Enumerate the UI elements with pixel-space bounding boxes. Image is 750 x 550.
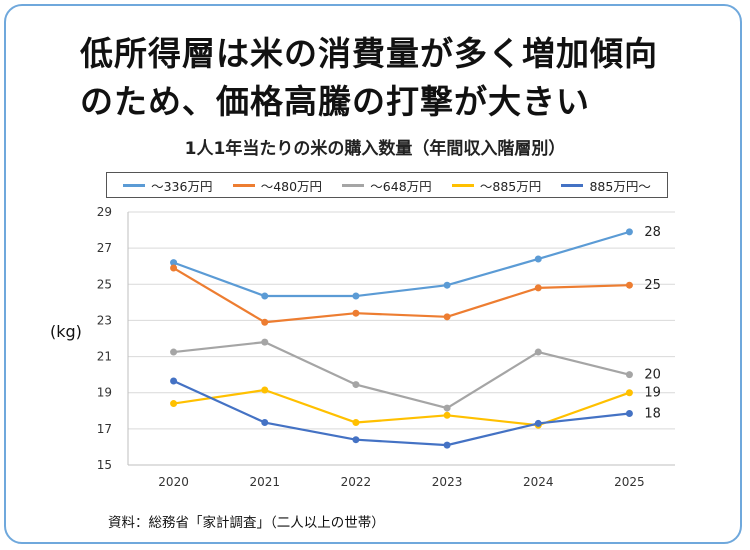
y-tick-label: 25 xyxy=(97,277,112,291)
legend-swatch xyxy=(561,183,584,187)
legend-label: ～648万円 xyxy=(370,178,432,194)
data-point xyxy=(352,436,360,444)
legend-swatch xyxy=(123,183,146,187)
series-line-4 xyxy=(173,388,630,427)
data-point xyxy=(534,255,542,263)
data-point xyxy=(443,404,451,412)
y-axis-label: (kg) xyxy=(50,322,82,341)
data-point xyxy=(534,348,542,356)
data-point xyxy=(534,419,542,427)
x-tick-label: 2022 xyxy=(341,475,372,489)
data-point xyxy=(534,284,542,292)
data-point xyxy=(625,409,633,417)
legend-label: ～336万円 xyxy=(151,178,213,194)
legend-swatch xyxy=(232,183,255,187)
headline-line-2: のため、価格高騰の打撃が大きい xyxy=(80,82,590,121)
x-tick-label: 2020 xyxy=(158,475,189,489)
data-point xyxy=(261,318,269,326)
data-point xyxy=(170,259,178,267)
data-point xyxy=(443,281,451,289)
data-point xyxy=(443,411,451,419)
legend-item: ～648万円 xyxy=(342,176,432,195)
data-label: 28 xyxy=(644,225,661,240)
data-label: 19 xyxy=(644,386,661,401)
legend-swatch xyxy=(342,183,365,187)
data-point xyxy=(170,400,178,408)
data-point xyxy=(170,264,178,272)
data-point xyxy=(352,309,360,317)
legend-label: 885万円～ xyxy=(589,178,651,194)
series-line-2 xyxy=(173,267,630,324)
legend-swatch xyxy=(451,183,474,187)
data-point xyxy=(261,338,269,346)
chart-legend: ～336万円 ～480万円 ～648万円 ～885万円 885万円～ xyxy=(106,172,668,198)
data-point xyxy=(443,441,451,449)
data-point xyxy=(625,389,633,397)
legend-item: ～480万円 xyxy=(232,176,323,195)
data-point xyxy=(443,313,451,321)
data-point xyxy=(352,381,360,389)
series-line-5 xyxy=(173,379,630,447)
y-tick-label: 17 xyxy=(97,422,112,436)
data-point xyxy=(170,377,178,385)
y-tick-label: 15 xyxy=(97,458,112,472)
data-label: 18 xyxy=(644,406,661,421)
legend-item: ～885万円 xyxy=(451,176,542,195)
y-tick-label: 21 xyxy=(97,350,112,364)
data-point xyxy=(261,386,269,394)
data-point xyxy=(170,348,178,356)
y-tick-label: 29 xyxy=(97,205,112,219)
y-tick-label: 19 xyxy=(97,386,112,400)
slide-card xyxy=(4,4,742,544)
legend-label: ～480万円 xyxy=(260,178,323,194)
legend-label: ～885万円 xyxy=(479,178,542,194)
headline-line-1: 低所得層は米の消費量が多く増加傾向 xyxy=(80,34,658,73)
series-line-3 xyxy=(173,341,630,410)
data-point xyxy=(625,228,633,236)
data-point xyxy=(625,281,633,289)
x-tick-label: 2024 xyxy=(523,475,554,489)
x-tick-label: 2025 xyxy=(614,475,645,489)
y-tick-label: 27 xyxy=(97,241,112,255)
data-label: 25 xyxy=(644,278,661,293)
x-tick-label: 2023 xyxy=(432,475,463,489)
legend-item: 885万円～ xyxy=(561,176,651,195)
data-point xyxy=(352,292,360,300)
headline: 低所得層は米の消費量が多く増加傾向 のため、価格高騰の打撃が大きい xyxy=(80,30,720,126)
data-point xyxy=(261,419,269,427)
data-point xyxy=(261,292,269,300)
data-label: 20 xyxy=(644,368,661,383)
chart-title: 1人1年当たりの米の購入数量（年間収入階層別） xyxy=(184,139,566,159)
source-note: 資料：総務省「家計調査」（二人以上の世帯） xyxy=(108,515,385,531)
y-tick-label: 23 xyxy=(97,313,112,327)
legend-item: ～336万円 xyxy=(123,176,212,195)
x-tick-label: 2021 xyxy=(249,475,280,489)
data-point xyxy=(352,419,360,427)
series-line-1 xyxy=(173,230,630,298)
data-point xyxy=(625,371,633,379)
